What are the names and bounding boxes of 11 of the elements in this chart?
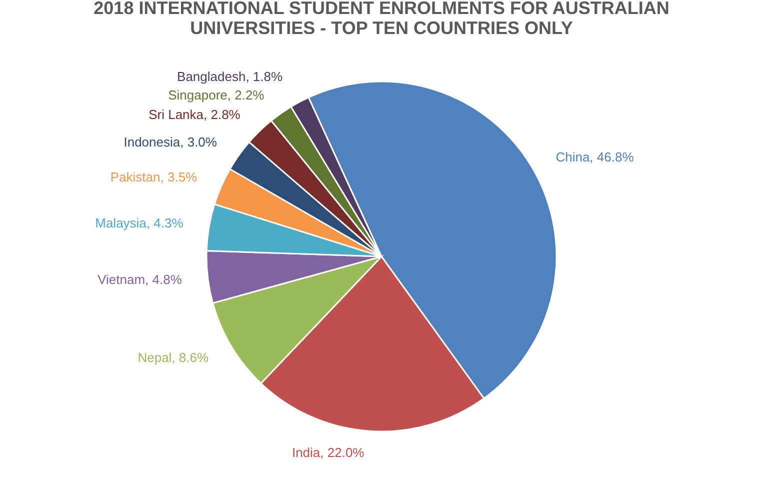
slice-label: Pakistan, 3.5% (110, 169, 198, 184)
slice-label: India, 22.0% (292, 445, 365, 460)
slice-label: China, 46.8% (556, 149, 634, 164)
slice-label: Indonesia, 3.0% (124, 134, 218, 150)
slice-label: Singapore, 2.2% (168, 87, 265, 102)
slice-label: Nepal, 8.6% (138, 350, 209, 365)
slice-label: Sri Lanka, 2.8% (148, 107, 241, 122)
slice-label: Vietnam, 4.8% (98, 272, 182, 287)
slice-label: Malaysia, 4.3% (95, 216, 184, 231)
chart-title: 2018 INTERNATIONAL STUDENT ENROLMENTS FOR AUSTRALIAN UNIVERSITIES - TOP TEN COUNTRIES ONLY (94, 0, 670, 38)
slice-label: Bangladesh, 1.8% (177, 69, 283, 84)
